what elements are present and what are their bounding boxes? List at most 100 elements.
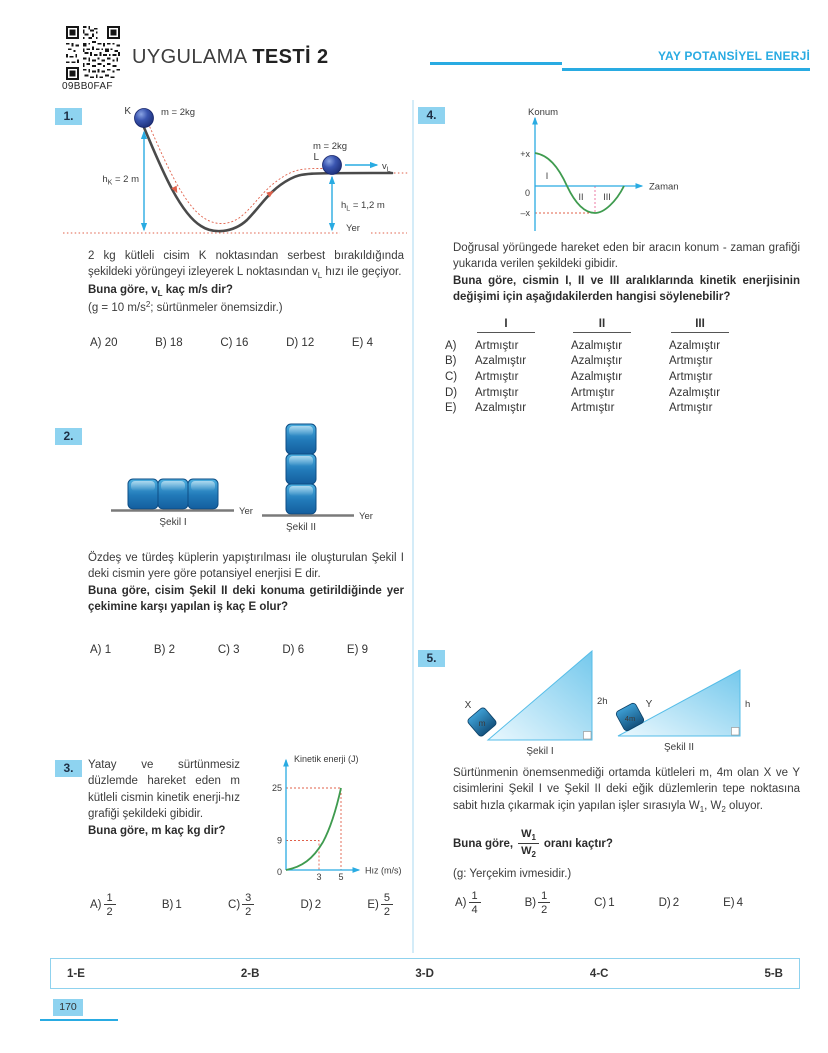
- ground-label: Yer: [346, 223, 360, 234]
- question-4-graph: Konum Zaman +x 0 –x I II III: [520, 107, 679, 231]
- question-5-options: A) 1 4 B) 1 2 C) 1 D) 2 E) 4: [455, 890, 743, 916]
- question-5-text: Sürtünmenin önemsenmediği ortamda kütlel…: [453, 767, 800, 814]
- question-4-table: I II III A) Artmıştır Azalmıştır Azalmıştır…: [445, 318, 765, 416]
- question-2-stem: Buna göre, cisim Şekil II deki konuma ge…: [88, 584, 404, 614]
- answer-key-item: 5-B: [764, 967, 783, 980]
- ball-k: [134, 108, 154, 128]
- trajectory-arrow-up: [266, 190, 274, 198]
- question-1-options: A) 20 B) 18 C) 16 D) 12 E) 4: [90, 337, 373, 349]
- question-3-options: A) 1 2 B) 1 C) 3 2 D) 2 E) 5 2: [90, 892, 393, 918]
- option: A) 1 4: [455, 890, 481, 916]
- table-row: A) Artmıştır Azalmıştır Azalmıştır: [445, 339, 721, 352]
- table-row: B) Azalmıştır Azalmıştır Artmıştır: [445, 355, 713, 368]
- title-rule: [430, 62, 562, 65]
- block-y: [615, 702, 645, 732]
- table-row: E) Azalmıştır Artmıştır Artmıştır: [445, 402, 713, 415]
- trajectory-arrow-down: [171, 185, 178, 194]
- page-title-bold: TESTİ 2: [252, 46, 329, 68]
- question-4-number: 4.: [418, 107, 445, 124]
- block-x-mass-label: m: [478, 718, 485, 728]
- right-angle-mark-2: [731, 727, 740, 736]
- table-header: III: [671, 318, 729, 333]
- tick-zero: 0: [525, 188, 530, 198]
- option: A) 1: [90, 644, 112, 656]
- question-2-text: Özdeş ve türdeş küplerin yapıştırılması …: [88, 552, 404, 614]
- option: D) 12: [286, 337, 315, 349]
- l-mass-label: m = 2kg: [313, 141, 347, 152]
- option: E) 4: [723, 897, 743, 910]
- qr-code-icon: [66, 26, 120, 80]
- tick-plus-x: +x: [520, 149, 530, 159]
- x-axis-label: Zaman: [649, 182, 679, 193]
- figure-1-ground-label: Yer: [239, 506, 253, 517]
- option: D) 2: [658, 897, 680, 910]
- option: E) 4: [351, 337, 373, 349]
- question-2-diagram: Yer Şekil I Yer Şekil II: [111, 423, 373, 533]
- height-2-label: h: [745, 699, 750, 710]
- page-title-regular: UYGULAMA: [132, 46, 253, 68]
- option: B) 18: [155, 337, 183, 349]
- trajectory-path: [147, 122, 324, 224]
- table-row: C) Artmıştır Azalmıştır Artmıştır: [445, 370, 713, 383]
- answer-key-bar: 1-E 2-B 3-D 4-C 5-B: [50, 958, 800, 989]
- region-1-label: I: [546, 171, 549, 181]
- topic-rule: [562, 68, 810, 71]
- question-1-note: (g = 10 m/s2; sürtünmeler önemsizdir.): [88, 300, 283, 315]
- figure-2-ground-label: Yer: [359, 511, 373, 522]
- answer-key-item: 1-E: [67, 967, 85, 980]
- incline-2: [617, 669, 741, 737]
- k-label: K: [124, 106, 131, 117]
- l-label: L: [313, 152, 319, 163]
- guide-25-5: [286, 787, 342, 870]
- tick-5: 5: [338, 872, 343, 882]
- question-2-options: A) 1 B) 2 C) 3 D) 6 E) 9: [90, 644, 368, 656]
- topic-title: YAY POTANSİYEL ENERJİ: [657, 49, 810, 63]
- figure-2-caption: Şekil II: [664, 742, 694, 753]
- figure-2-caption: Şekil II: [286, 522, 316, 533]
- figure-1-caption: Şekil I: [526, 746, 553, 757]
- option: C) 16: [220, 337, 249, 349]
- option: C) 3: [217, 644, 240, 656]
- question-5-diagram: 2h m X Şekil I h 4m Y Şekil II: [465, 650, 750, 757]
- region-2-label: II: [578, 192, 583, 202]
- track-path: [142, 126, 394, 233]
- option: B) 1 2: [525, 890, 551, 916]
- question-5-note: (g: Yerçekim ivmesidir.): [453, 868, 572, 880]
- answer-key-item: 4-C: [589, 967, 609, 980]
- block-x: [467, 707, 497, 737]
- y-axis-label: Kinetik enerji (J): [294, 754, 359, 764]
- right-angle-mark-1: [583, 731, 592, 740]
- page-title: UYGULAMA TESTİ 2: [132, 46, 328, 69]
- k-mass-label: m = 2kg: [161, 107, 195, 118]
- option: B) 1: [161, 899, 182, 912]
- option: E) 5 2: [367, 892, 393, 918]
- tick-0: 0: [277, 867, 282, 877]
- table-header: I: [477, 318, 535, 333]
- question-3-text: Yatay ve sürtünmesiz düzlemde hareket ed…: [88, 759, 240, 837]
- table-header-row: I II III: [445, 318, 765, 338]
- option: B) 2: [153, 644, 175, 656]
- question-1-text: 2 kg kütleli cisim K noktasından serbest…: [88, 250, 404, 315]
- qr-code-label: 09BB0FAF: [62, 81, 113, 92]
- page-number-rule: [40, 1019, 118, 1022]
- question-3-stem: Buna göre, m kaç kg dir?: [88, 824, 226, 837]
- figure-2-cubes: [285, 423, 317, 515]
- question-1-diagram: Yer hK = 2 m hL = 1,2 m vL K m = 2kg m =…: [63, 106, 408, 234]
- question-1-number: 1.: [55, 108, 82, 125]
- question-3-number: 3.: [55, 760, 82, 777]
- question-3-graph: Kinetik enerji (J) Hız (m/s) 25 9 0 3 5: [272, 754, 402, 882]
- vl-label: vL: [382, 161, 391, 174]
- answer-key-item: 3-D: [415, 967, 434, 980]
- figure-1-caption: Şekil I: [159, 517, 186, 528]
- tick-minus-x: –x: [520, 208, 530, 218]
- option: E) 9: [346, 644, 368, 656]
- option: C) 3 2: [228, 892, 255, 918]
- block-y-mass-label: 4m: [625, 714, 635, 723]
- option: C) 1: [594, 897, 615, 910]
- table-header: II: [573, 318, 631, 333]
- question-4-stem: Buna göre, cismin I, II ve III aralıklar…: [453, 274, 800, 304]
- w1-w2-fraction: W1 W2: [518, 828, 539, 860]
- ball-l: [322, 155, 342, 175]
- table-row: D) Artmıştır Artmıştır Azalmıştır: [445, 386, 721, 399]
